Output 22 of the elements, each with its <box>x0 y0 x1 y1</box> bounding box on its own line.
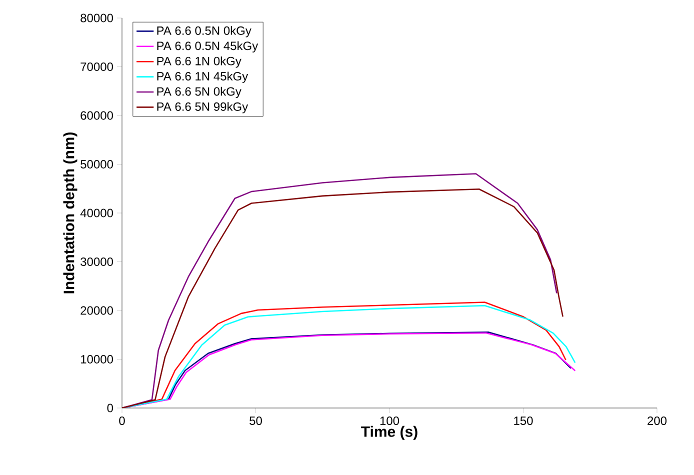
x-axis-title: Time (s) <box>361 426 418 440</box>
x-tick-label: 200 <box>648 416 667 426</box>
legend-label: PA 6.6 5N 0kGy <box>157 86 242 98</box>
y-tick-label: 10000 <box>81 355 113 364</box>
y-tick-label: 80000 <box>80 14 113 22</box>
x-tick-label: 50 <box>250 416 262 426</box>
x-tick-label: 150 <box>514 416 533 426</box>
y-tick-label: 40000 <box>80 208 113 218</box>
y-tick-label: 30000 <box>80 258 113 266</box>
y-tick-label: 20000 <box>80 306 113 315</box>
x-tick-label: 0 <box>119 416 125 426</box>
y-tick-label: 70000 <box>80 62 113 71</box>
x-tick-label: 100 <box>380 416 400 426</box>
legend-label: PA 6.6 1N 0kGy <box>157 56 242 68</box>
y-tick-label: 50000 <box>80 160 113 168</box>
legend-label: PA 6.6 1N 45kGy <box>157 72 248 83</box>
legend-label: PA 6.6 0.5N 0kGy <box>157 26 252 38</box>
y-tick-label: 60000 <box>80 111 113 120</box>
y-axis-title: Indentation depth (nm) <box>63 132 78 294</box>
legend-label: PA 6.6 0.5N 45kGy <box>157 41 258 52</box>
legend-label: PA 6.6 5N 99kGy <box>157 102 248 114</box>
y-tick-label: 0 <box>107 404 114 412</box>
